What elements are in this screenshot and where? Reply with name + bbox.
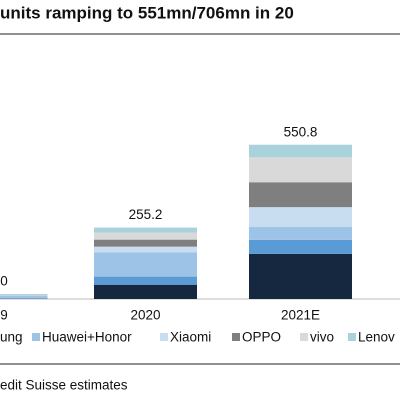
bar-segment (0, 295, 48, 299)
source: edit Suisse estimates (0, 378, 128, 393)
total-label: 550.8 (284, 124, 318, 139)
legend-label: Lenov (358, 330, 395, 345)
bar-segment (249, 144, 352, 158)
bar-segment (94, 284, 197, 299)
bar-segment (0, 295, 48, 296)
bar-segment (249, 253, 352, 299)
legend-swatch (32, 333, 40, 341)
total-label: 0 (0, 274, 8, 289)
bar-segment (94, 246, 197, 253)
bar-segment (94, 227, 197, 233)
x-tick-label: 9 (0, 308, 8, 323)
bar-segment (249, 239, 352, 254)
legend-label: vivo (310, 330, 334, 345)
bar-segment (249, 182, 352, 208)
legend-label: Huawei+Honor (42, 330, 132, 345)
legend-swatch (300, 333, 308, 341)
bar-segment (249, 157, 352, 183)
bar-segment (0, 293, 48, 295)
bar-segment (94, 252, 197, 277)
bar-segment (249, 207, 352, 228)
chart-title: units ramping to 551mn/706mn in 20 (0, 3, 294, 22)
legend-label: Xiaomi (170, 330, 211, 345)
total-label: 255.2 (129, 207, 163, 222)
bar-segment (249, 227, 352, 240)
legend-label: ung (0, 330, 23, 345)
bar-segment (94, 232, 197, 240)
legend-label: OPPO (242, 330, 281, 345)
bar-segment (94, 276, 197, 285)
legend-swatch (160, 333, 168, 341)
x-tick-label: 2021E (281, 308, 320, 323)
bar-segment (94, 239, 197, 247)
x-tick-label: 2020 (130, 308, 160, 323)
legend-swatch (348, 333, 356, 341)
legend-swatch (232, 333, 240, 341)
